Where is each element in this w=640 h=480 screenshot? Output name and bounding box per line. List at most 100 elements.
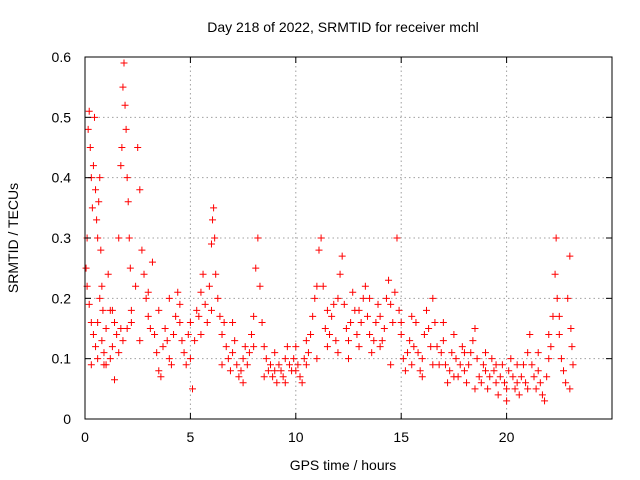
data-point: [207, 306, 215, 314]
data-point: [120, 59, 128, 67]
data-point: [309, 312, 317, 320]
data-point: [427, 343, 435, 351]
data-point: [209, 216, 217, 224]
data-point: [456, 361, 464, 369]
data-point: [361, 282, 369, 290]
data-point: [528, 361, 536, 369]
data-point: [372, 318, 380, 326]
data-point: [433, 343, 441, 351]
x-tick-label: 0: [81, 429, 89, 445]
data-point: [132, 282, 140, 290]
data-point: [108, 306, 116, 314]
data-point: [313, 355, 321, 363]
data-point: [163, 337, 171, 345]
data-point: [126, 264, 134, 272]
data-point: [452, 355, 460, 363]
data-point: [231, 337, 239, 345]
data-point: [450, 373, 458, 381]
data-point: [408, 361, 416, 369]
data-point: [463, 379, 471, 387]
data-point: [366, 331, 374, 339]
x-tick-label: 15: [393, 429, 409, 445]
data-point: [393, 234, 401, 242]
data-point: [425, 325, 433, 332]
data-point: [199, 270, 207, 278]
data-point: [567, 325, 575, 332]
data-point: [492, 361, 500, 369]
data-point: [422, 306, 430, 314]
data-point: [184, 331, 192, 339]
data-point: [410, 343, 418, 351]
y-tick-label: 0.5: [52, 109, 72, 125]
data-point: [376, 343, 384, 351]
data-point: [401, 367, 409, 375]
data-point: [534, 367, 542, 375]
data-point: [229, 318, 237, 326]
data-point: [245, 349, 253, 357]
data-point: [94, 234, 102, 242]
data-point: [271, 367, 279, 375]
data-point: [95, 198, 103, 206]
data-point: [302, 361, 310, 369]
data-point: [560, 367, 568, 375]
data-point: [441, 361, 449, 369]
data-point: [526, 331, 534, 339]
data-point: [503, 385, 511, 393]
data-point: [336, 270, 344, 278]
data-point: [505, 367, 513, 375]
data-point: [534, 349, 542, 357]
data-point: [439, 318, 447, 326]
data-point: [250, 343, 258, 351]
data-point: [355, 306, 363, 314]
data-point: [281, 355, 289, 363]
data-point: [446, 367, 454, 375]
data-point: [285, 361, 293, 369]
data-point: [111, 376, 119, 384]
data-point: [342, 325, 350, 332]
data-point: [134, 144, 142, 151]
data-point: [302, 337, 310, 345]
data-point: [113, 331, 121, 339]
data-point: [148, 258, 156, 266]
data-point: [479, 361, 487, 369]
y-tick-label: 0.3: [52, 230, 72, 246]
data-point: [92, 343, 100, 351]
data-point: [85, 107, 93, 115]
data-point: [313, 282, 321, 290]
data-point: [281, 379, 289, 387]
data-point: [382, 294, 390, 302]
data-point: [82, 264, 90, 272]
data-point: [359, 294, 367, 302]
data-point: [121, 101, 129, 109]
data-point: [418, 355, 426, 363]
data-point: [471, 385, 479, 393]
data-point: [182, 361, 190, 369]
data-point: [122, 125, 130, 133]
data-point: [458, 343, 466, 351]
data-point: [94, 355, 102, 363]
data-point: [304, 349, 312, 357]
data-point: [111, 318, 119, 326]
data-point: [391, 288, 399, 296]
x-tick-label: 10: [288, 429, 304, 445]
data-point: [370, 337, 378, 345]
y-tick-label: 0.4: [52, 170, 72, 186]
data-point: [416, 367, 424, 375]
data-point: [279, 373, 287, 381]
data-point: [338, 252, 346, 260]
data-point: [124, 198, 132, 206]
data-point: [87, 361, 95, 369]
data-point: [380, 325, 388, 332]
data-point: [376, 312, 384, 320]
data-point: [450, 331, 458, 339]
data-point: [267, 361, 275, 369]
data-point: [569, 361, 577, 369]
data-point: [355, 343, 363, 351]
data-point: [507, 355, 515, 363]
data-point: [294, 361, 302, 369]
data-point: [211, 234, 219, 242]
data-point: [151, 331, 159, 339]
data-point: [429, 294, 437, 302]
data-point: [368, 349, 376, 357]
